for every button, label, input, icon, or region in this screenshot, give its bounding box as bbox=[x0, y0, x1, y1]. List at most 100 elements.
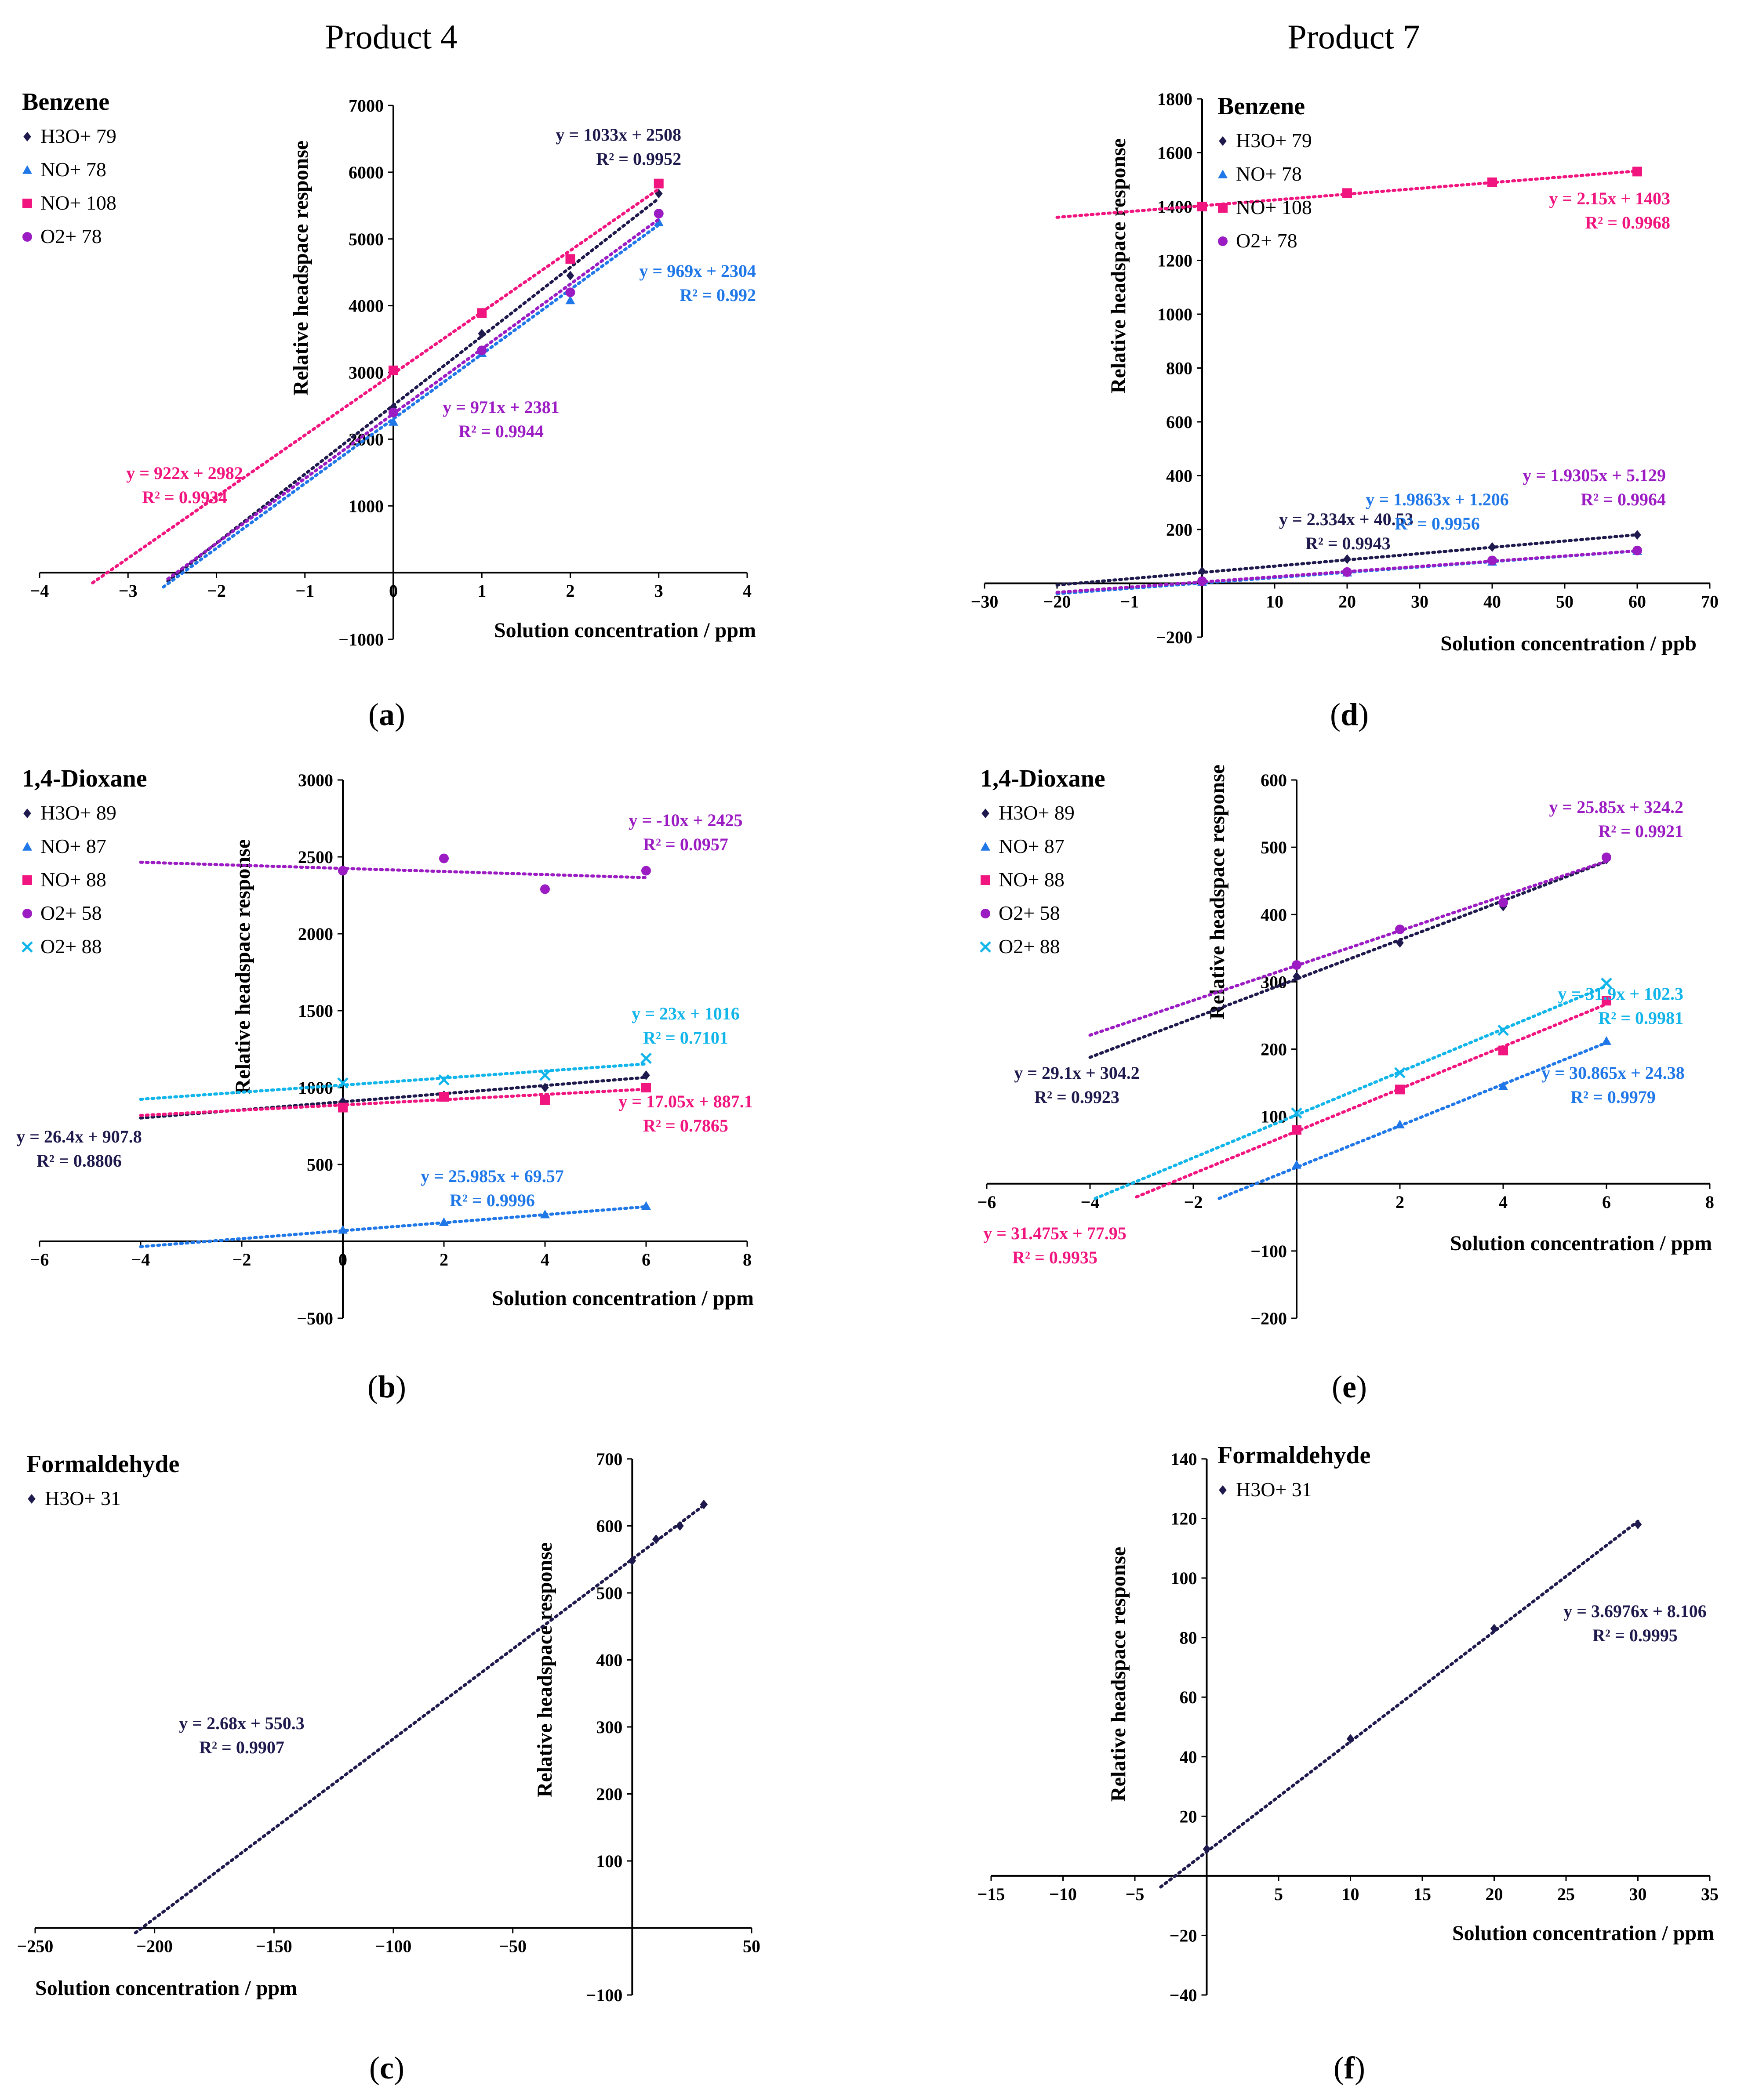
panel-label: (d) bbox=[1330, 697, 1369, 732]
data-point bbox=[1197, 202, 1207, 211]
x-tick-label: −6 bbox=[978, 1192, 996, 1212]
data-point bbox=[1601, 977, 1612, 989]
trendline bbox=[1159, 1520, 1639, 1889]
y-tick-label: 100 bbox=[596, 1851, 622, 1871]
data-point bbox=[1490, 1624, 1498, 1634]
x-axis-label: Solution concentration / ppm bbox=[492, 1287, 754, 1310]
data-point bbox=[1292, 1160, 1301, 1169]
x-tick-label: 5 bbox=[1274, 1884, 1283, 1904]
legend-entry: H3O+ 79 bbox=[40, 125, 116, 147]
trend-r-squared: R² = 0.9921 bbox=[1598, 821, 1683, 841]
trend-equation: y = 31.475x + 77.95 bbox=[983, 1223, 1127, 1243]
data-point bbox=[337, 1077, 349, 1089]
trendline bbox=[1217, 1041, 1608, 1200]
data-point bbox=[389, 407, 398, 417]
x-tick-label: 40 bbox=[1483, 592, 1501, 612]
trend-r-squared: R² = 0.9996 bbox=[450, 1190, 535, 1210]
trend-r-squared: R² = 0.9943 bbox=[1305, 533, 1391, 553]
data-point bbox=[338, 1225, 348, 1234]
trend-r-squared: R² = 0.9907 bbox=[199, 1737, 284, 1757]
data-point bbox=[1291, 1107, 1302, 1119]
trendline bbox=[162, 223, 661, 589]
y-tick-label: 600 bbox=[596, 1516, 622, 1536]
x-tick-label: −5 bbox=[1126, 1884, 1145, 1904]
legend-marker bbox=[981, 875, 990, 885]
y-tick-label: 140 bbox=[1171, 1449, 1197, 1469]
trend-r-squared: R² = 0.9952 bbox=[596, 149, 681, 169]
legend-marker bbox=[981, 842, 990, 851]
y-tick-label: −40 bbox=[1170, 1985, 1197, 2005]
data-point bbox=[439, 1217, 449, 1226]
x-tick-label: 10 bbox=[1342, 1884, 1359, 1904]
chart-panel-a: −4 −3 −2 −1 0 1 2 3 4−10001000200030004000500060… bbox=[22, 88, 756, 732]
legend-marker bbox=[1218, 236, 1228, 246]
trend-equation: y = 1033x + 2508 bbox=[556, 125, 681, 145]
data-point bbox=[1343, 554, 1351, 564]
column-title-product-7: Product 7 bbox=[1287, 18, 1420, 56]
trend-r-squared: R² = 0.9968 bbox=[1585, 213, 1670, 232]
y-axis-label: Relative headspace response bbox=[533, 1542, 556, 1797]
legend-entry: NO+ 108 bbox=[40, 192, 116, 214]
trend-equation: y = 922x + 2982 bbox=[126, 463, 243, 483]
data-point bbox=[676, 1521, 684, 1531]
y-tick-label: 500 bbox=[307, 1155, 333, 1175]
legend-marker bbox=[22, 941, 33, 953]
x-tick-label: −10 bbox=[1049, 1884, 1077, 1904]
trendline bbox=[1094, 984, 1608, 1201]
y-tick-label: 1000 bbox=[298, 1078, 333, 1098]
data-point bbox=[654, 209, 664, 219]
y-tick-label: 400 bbox=[1166, 466, 1192, 486]
y-tick-label: −500 bbox=[297, 1309, 333, 1328]
data-point bbox=[1198, 566, 1206, 576]
data-point bbox=[642, 1070, 650, 1080]
trendline bbox=[139, 860, 648, 879]
trend-r-squared: R² = 0.9923 bbox=[1034, 1087, 1119, 1107]
x-tick-label: −6 bbox=[30, 1250, 49, 1269]
legend-entry: O2+ 58 bbox=[40, 902, 102, 924]
y-tick-label: −100 bbox=[1250, 1241, 1287, 1261]
legend-marker bbox=[23, 132, 31, 141]
trend-r-squared: R² = 0.9981 bbox=[1598, 1008, 1683, 1028]
y-tick-label: −200 bbox=[1250, 1309, 1287, 1328]
y-tick-label: 120 bbox=[1171, 1509, 1197, 1529]
y-tick-label: 1600 bbox=[1157, 143, 1192, 163]
y-tick-label: 6000 bbox=[349, 163, 384, 182]
x-tick-label: 4 bbox=[1499, 1192, 1508, 1212]
legend-marker bbox=[22, 842, 32, 851]
x-tick-label: −15 bbox=[978, 1884, 1005, 1904]
x-tick-label: 70 bbox=[1701, 592, 1719, 612]
legend-entry: H3O+ 89 bbox=[40, 802, 116, 824]
x-tick-label: 1 bbox=[477, 581, 486, 601]
data-point bbox=[1487, 555, 1497, 566]
legend-marker bbox=[22, 875, 32, 885]
data-point bbox=[565, 295, 575, 305]
data-point bbox=[565, 254, 575, 264]
y-tick-label: 1200 bbox=[1157, 251, 1192, 271]
trend-equation: y = 969x + 2304 bbox=[639, 261, 756, 281]
data-point bbox=[652, 1534, 660, 1544]
trend-equation: y = 25.85x + 324.2 bbox=[1549, 797, 1683, 817]
data-point bbox=[1498, 1045, 1508, 1055]
data-point bbox=[478, 329, 486, 339]
x-tick-label: 0 bbox=[338, 1250, 347, 1269]
y-tick-label: 200 bbox=[1261, 1040, 1287, 1059]
legend-title: Formaldehyde bbox=[1217, 1442, 1370, 1469]
data-point bbox=[1602, 852, 1611, 863]
data-point bbox=[700, 1499, 708, 1509]
legend-marker bbox=[22, 165, 32, 174]
x-tick-label: 3 bbox=[654, 581, 663, 601]
trend-equation: y = 17.05x + 887.1 bbox=[618, 1092, 753, 1111]
x-tick-label: −4 bbox=[131, 1250, 150, 1269]
x-tick-label: 50 bbox=[1556, 592, 1574, 612]
legend-entry: H3O+ 31 bbox=[45, 1487, 121, 1509]
data-point bbox=[1203, 1844, 1211, 1854]
y-axis-label: Relative headspace response bbox=[1107, 138, 1130, 393]
legend-title: Benzene bbox=[1217, 93, 1305, 120]
data-point bbox=[1487, 177, 1497, 187]
trend-equation: y = 1.9305x + 5.129 bbox=[1523, 465, 1666, 485]
trend-equation: y = 3.6976x + 8.106 bbox=[1563, 1601, 1707, 1621]
trend-r-squared: R² = 0.9956 bbox=[1395, 514, 1480, 533]
legend-marker bbox=[22, 232, 32, 242]
data-point bbox=[1342, 188, 1352, 198]
chart-panel-f: −15 −10 −5 5 10 15 20 25 30 35 −40 −20 20 40 60 80 100 12… bbox=[978, 1442, 1719, 2085]
